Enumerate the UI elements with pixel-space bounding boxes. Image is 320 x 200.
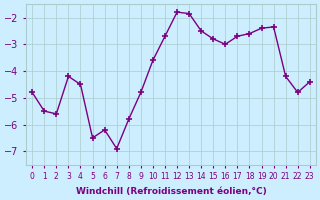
X-axis label: Windchill (Refroidissement éolien,°C): Windchill (Refroidissement éolien,°C)	[76, 187, 266, 196]
